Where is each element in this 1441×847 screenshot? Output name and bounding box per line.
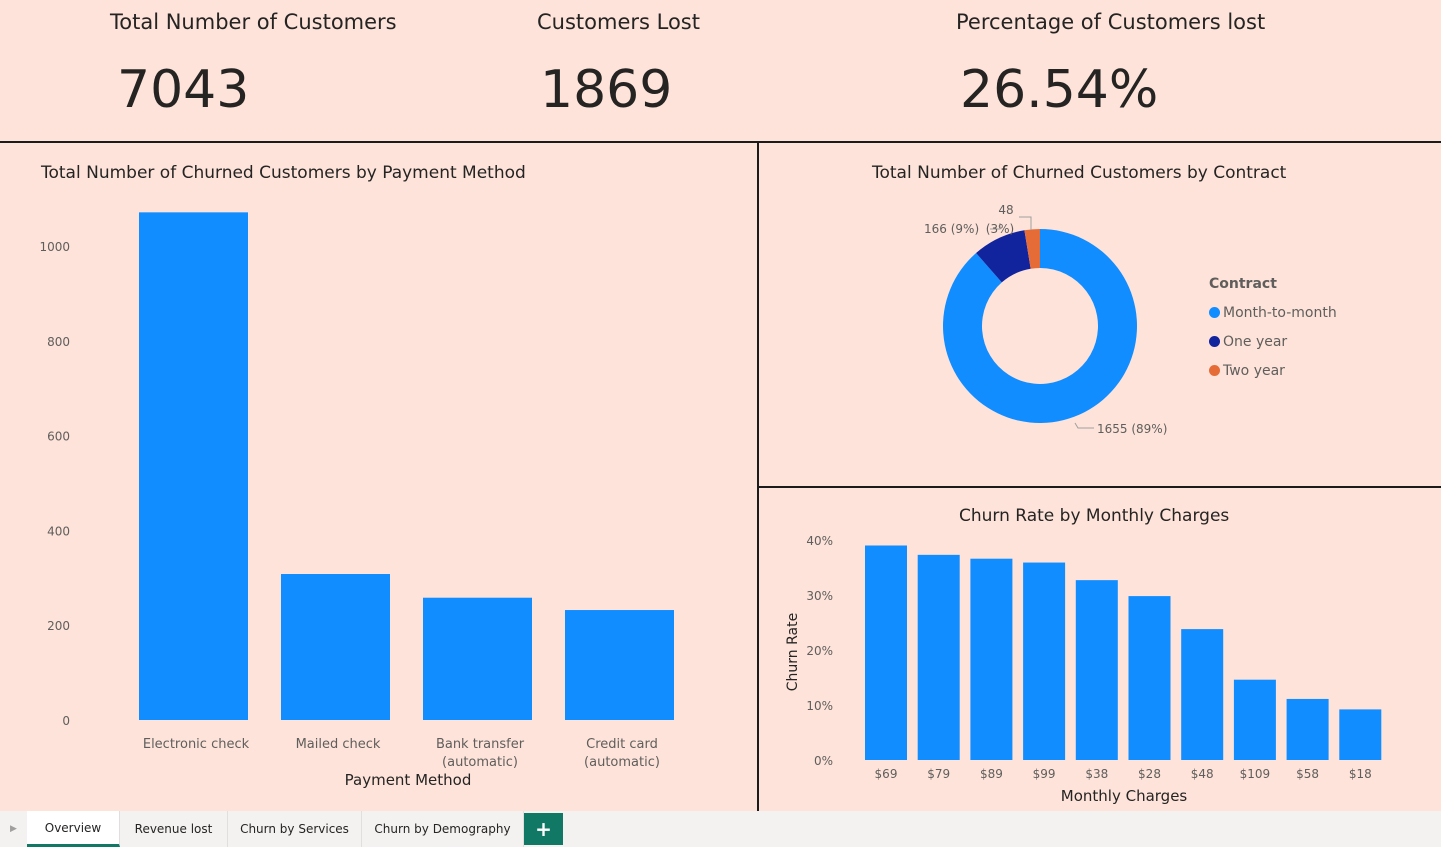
y-tick-label: 40% (806, 534, 833, 548)
payment-chart-title: Total Number of Churned Customers by Pay… (41, 163, 526, 183)
x-tick-label: (automatic) (442, 755, 518, 770)
bar-8 (1286, 698, 1329, 760)
tab-revenue-lost[interactable]: Revenue lost (120, 811, 228, 847)
x-tick-label: $69 (875, 767, 898, 781)
x-tick-label: $48 (1191, 767, 1214, 781)
data-label: 1655 (89%) (1097, 422, 1167, 436)
payment-method-chart: 0 200 400 600 800 1000 Electronic check Mailed … (39, 212, 674, 789)
bar-7 (1233, 679, 1276, 760)
x-axis-title: Payment Method (345, 771, 472, 789)
kpi-customers-lost-title: Customers Lost (537, 10, 700, 34)
churn-rate-chart: 0% 10% 20% 30% 40% $69 $79 $89 $99 $38 $28 $48 $109 $… (785, 534, 1382, 805)
contract-chart-title: Total Number of Churned Customers by Con… (872, 163, 1287, 183)
x-tick-label: (automatic) (584, 755, 660, 770)
contract-donut-chart: 1655 (89%) 166 (9%) 48 (3%) (924, 203, 1167, 436)
x-tick-label: Mailed check (296, 737, 381, 752)
kpi-customers-lost-value: 1869 (540, 60, 673, 120)
y-tick-label: 0 (62, 714, 70, 728)
bar-4 (1075, 580, 1118, 760)
donut-slice-0 (943, 229, 1137, 423)
legend-title: Contract (1209, 276, 1277, 292)
tab-churn-by-demography[interactable]: Churn by Demography (362, 811, 524, 847)
x-tick-label: Bank transfer (436, 737, 525, 752)
x-tick-label: $28 (1138, 767, 1161, 781)
data-label: (3%) (986, 222, 1014, 236)
page-tabs: ▶ Overview Revenue lost Churn by Service… (0, 811, 1441, 847)
x-tick-label: Electronic check (143, 737, 250, 752)
bar-3 (1023, 562, 1066, 760)
x-tick-label: $58 (1296, 767, 1319, 781)
legend-label: One year (1223, 333, 1288, 350)
add-page-button[interactable]: + (524, 813, 563, 845)
leader-line (1019, 216, 1032, 230)
y-tick-label: 20% (806, 644, 833, 658)
data-label: 166 (9%) (924, 222, 979, 236)
y-axis-title: Churn Rate (785, 613, 801, 691)
legend-dot-icon (1209, 336, 1220, 347)
kpi-total-customers-value: 7043 (117, 60, 250, 120)
y-tick-label: 200 (47, 619, 70, 633)
bar-2 (423, 597, 532, 720)
x-tick-label: $89 (980, 767, 1003, 781)
y-tick-label: 800 (47, 335, 70, 349)
contract-legend: Contract Month-to-month One year Two yea… (1209, 276, 1337, 385)
bar-1 (281, 574, 390, 720)
bar-3 (565, 610, 674, 720)
tab-scroll-left-icon[interactable]: ▶ (10, 824, 17, 834)
legend-item-one-year[interactable]: One year (1209, 327, 1337, 356)
x-tick-label: Credit card (586, 737, 658, 752)
churn-rate-chart-title: Churn Rate by Monthly Charges (959, 506, 1230, 526)
y-tick-label: 30% (806, 589, 833, 603)
bar-6 (1181, 629, 1224, 760)
legend-label: Month-to-month (1223, 304, 1337, 321)
divider-vertical (757, 143, 759, 811)
y-tick-label: 10% (806, 699, 833, 713)
x-tick-label: $79 (927, 767, 950, 781)
bar-5 (1128, 596, 1171, 760)
tab-overview[interactable]: Overview (27, 811, 120, 847)
donut-slice-1 (976, 230, 1031, 283)
legend-item-month-to-month[interactable]: Month-to-month (1209, 298, 1337, 327)
data-label: 48 (998, 203, 1013, 217)
x-tick-label: $18 (1349, 767, 1372, 781)
bar-0 (139, 212, 248, 720)
legend-label: Two year (1223, 362, 1285, 379)
bar-1 (917, 554, 960, 760)
kpi-total-customers-title: Total Number of Customers (110, 10, 397, 34)
bar-9 (1339, 709, 1382, 760)
divider-top (0, 141, 1441, 143)
divider-right (759, 486, 1441, 488)
bar-2 (970, 558, 1013, 760)
y-tick-label: 600 (47, 430, 70, 444)
kpi-strip: Total Number of Customers 7043 Customers… (0, 0, 1441, 142)
legend-dot-icon (1209, 307, 1220, 318)
kpi-percentage-lost-title: Percentage of Customers lost (956, 10, 1266, 34)
x-axis-title: Monthly Charges (1061, 787, 1188, 805)
x-tick-label: $109 (1240, 767, 1271, 781)
leader-line (1074, 422, 1094, 429)
x-tick-label: $38 (1085, 767, 1108, 781)
kpi-percentage-lost-value: 26.54% (960, 60, 1159, 120)
legend-dot-icon (1209, 365, 1220, 376)
tab-churn-by-services[interactable]: Churn by Services (228, 811, 362, 847)
y-tick-label: 0% (814, 754, 833, 768)
y-tick-label: 1000 (39, 240, 70, 254)
legend-item-two-year[interactable]: Two year (1209, 356, 1337, 385)
donut-slice-2 (1024, 229, 1040, 269)
plus-icon: + (535, 817, 552, 841)
x-tick-label: $99 (1033, 767, 1056, 781)
leader-line (990, 223, 1001, 230)
y-tick-label: 400 (47, 524, 70, 538)
bar-0 (865, 545, 907, 760)
